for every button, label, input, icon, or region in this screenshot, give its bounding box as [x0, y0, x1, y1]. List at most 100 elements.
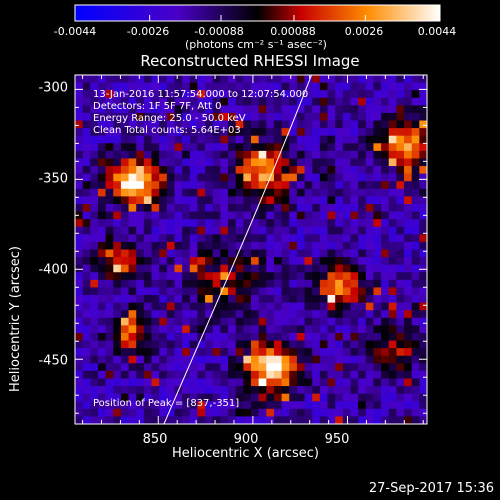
heatmap-cell	[197, 279, 206, 289]
heatmap-cell	[396, 317, 405, 326]
heatmap-cell	[304, 75, 313, 84]
heatmap-cell	[97, 188, 107, 197]
heatmap-cell	[105, 90, 114, 99]
heatmap-cell	[373, 408, 382, 418]
heatmap-cell	[166, 82, 176, 91]
heatmap-cell	[128, 302, 137, 311]
heatmap-cell	[266, 90, 275, 99]
heatmap-cell	[365, 234, 375, 243]
heatmap-cell	[189, 408, 199, 418]
heatmap-cell	[365, 325, 375, 334]
heatmap-cell	[75, 196, 84, 205]
heatmap-cell	[411, 257, 420, 266]
heatmap-cell	[312, 408, 321, 418]
heatmap-cell	[159, 408, 168, 418]
heatmap-cell	[189, 166, 199, 175]
heatmap-cell	[97, 317, 107, 326]
colorbar-unit-label: (photons cm⁻² s⁻¹ asec⁻²)	[185, 38, 327, 51]
heatmap-cell	[404, 295, 413, 304]
heatmap-cell	[166, 143, 176, 152]
heatmap-cell	[159, 173, 168, 182]
heatmap-cell	[120, 287, 130, 296]
heatmap-cell	[212, 158, 221, 167]
heatmap-cell	[220, 401, 229, 410]
heatmap-cell	[128, 401, 137, 410]
heatmap-cell	[373, 219, 382, 228]
heatmap-cell	[335, 264, 344, 273]
heatmap-cell	[281, 112, 290, 122]
heatmap-cell	[75, 272, 84, 281]
heatmap-cell	[189, 112, 199, 122]
heatmap-cell	[143, 128, 153, 137]
heatmap-cell	[350, 226, 359, 235]
heatmap-cell	[251, 401, 260, 410]
heatmap-cell	[151, 90, 160, 99]
heatmap-cell	[128, 408, 137, 418]
heatmap-cell	[136, 355, 145, 364]
heatmap-cell	[82, 234, 91, 243]
heatmap-cell	[312, 150, 321, 160]
heatmap-cell	[342, 173, 352, 182]
heatmap-cell	[166, 135, 176, 144]
heatmap-cell	[143, 272, 153, 281]
heatmap-cell	[205, 158, 214, 167]
heatmap-cell	[296, 279, 306, 289]
heatmap-cell	[388, 325, 397, 334]
heatmap-cell	[396, 386, 405, 395]
heatmap-cell	[266, 135, 275, 144]
heatmap-cell	[105, 332, 114, 342]
heatmap-cell	[251, 211, 260, 220]
heatmap-cell	[220, 128, 229, 137]
heatmap-cell	[212, 386, 221, 395]
heatmap-cell	[220, 393, 229, 402]
heatmap-cell	[136, 257, 145, 266]
heatmap-cell	[189, 82, 199, 91]
heatmap-cell	[235, 355, 244, 364]
heatmap-cell	[258, 386, 267, 395]
heatmap-cell	[335, 226, 344, 235]
heatmap-cell	[82, 203, 91, 213]
heatmap-cell	[258, 211, 267, 220]
heatmap-cell	[396, 257, 405, 266]
heatmap-cell	[381, 317, 390, 326]
heatmap-cell	[235, 310, 244, 319]
heatmap-cell	[342, 135, 352, 144]
heatmap-cell	[166, 90, 176, 99]
heatmap-cell	[82, 112, 91, 122]
heatmap-cell	[205, 128, 214, 137]
heatmap-cell	[105, 295, 114, 304]
heatmap-cell	[197, 234, 206, 243]
heatmap-cell	[189, 90, 199, 99]
heatmap-cell	[120, 82, 130, 91]
heatmap-cell	[350, 370, 359, 380]
heatmap-cell	[197, 348, 206, 357]
heatmap-cell	[404, 272, 413, 281]
heatmap-cell	[258, 158, 267, 167]
heatmap-cell	[243, 166, 252, 175]
heatmap-cell	[350, 249, 359, 258]
heatmap-cell	[365, 348, 375, 357]
heatmap-cell	[281, 173, 290, 182]
heatmap-cell	[82, 128, 91, 137]
heatmap-cell	[373, 355, 382, 364]
heatmap-cell	[235, 128, 244, 137]
heatmap-cell	[113, 295, 122, 304]
heatmap-cell	[220, 355, 229, 364]
heatmap-cell	[404, 386, 413, 395]
heatmap-cell	[312, 355, 321, 364]
heatmap-cell	[319, 219, 329, 228]
heatmap-cell	[404, 317, 413, 326]
heatmap-cell	[97, 295, 107, 304]
heatmap-cell	[151, 325, 160, 334]
heatmap-cell	[289, 264, 298, 273]
heatmap-cell	[97, 219, 107, 228]
heatmap-cell	[189, 234, 199, 243]
heatmap-cell	[258, 249, 267, 258]
heatmap-cell	[296, 226, 306, 235]
heatmap-cell	[128, 90, 137, 99]
heatmap-cell	[350, 166, 359, 175]
heatmap-cell	[289, 287, 298, 296]
heatmap-cell	[90, 173, 99, 182]
heatmap-cell	[220, 188, 229, 197]
heatmap-cell	[319, 264, 329, 273]
